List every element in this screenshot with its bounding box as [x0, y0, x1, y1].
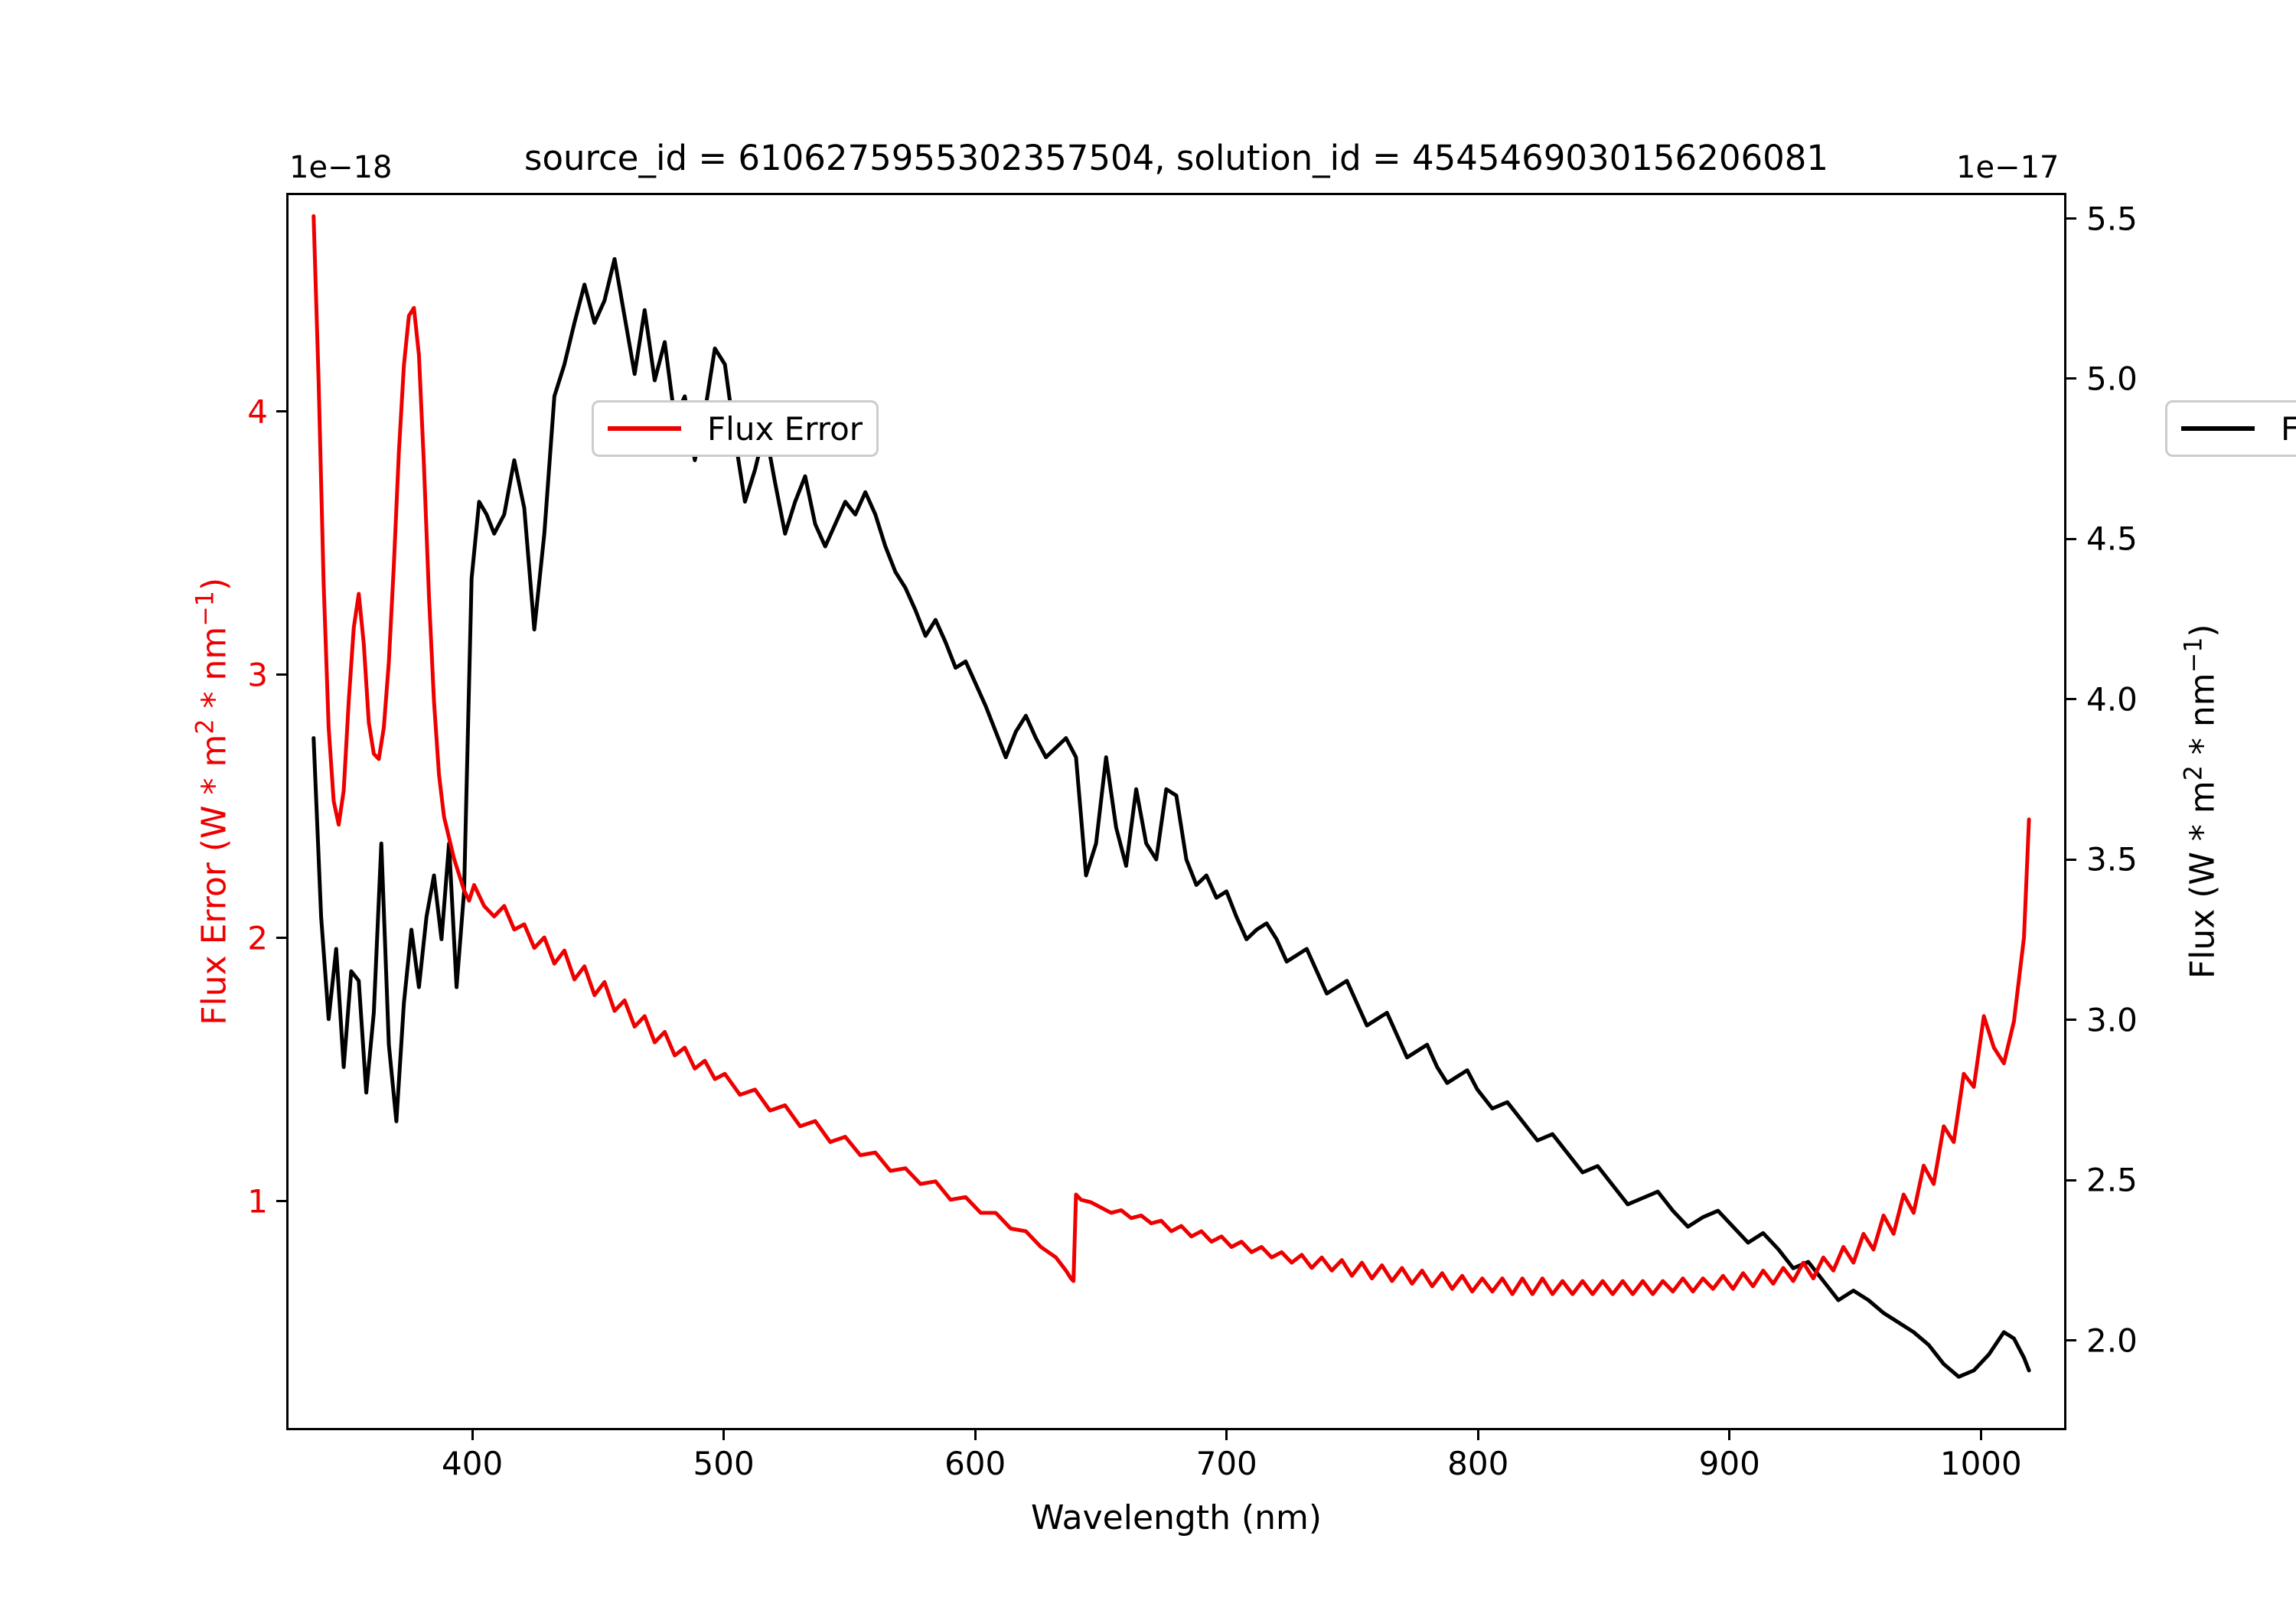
right-y-tick-label: 2.5	[2086, 1161, 2138, 1199]
right-y-tick-label: 4.0	[2086, 680, 2138, 719]
right-y-tick-label: 4.5	[2086, 520, 2138, 558]
legend-flux-error[interactable]: Flux Error	[592, 400, 879, 457]
x-tick-mark	[974, 1430, 977, 1440]
x-tick-label: 400	[442, 1445, 504, 1482]
page-title: source_id = 6106275955302357504, solutio…	[524, 138, 1828, 178]
left-y-tick-mark	[276, 937, 286, 940]
right-y-tick-mark	[2066, 1178, 2076, 1182]
right-y-tick-mark	[2066, 537, 2076, 540]
right-y-tick-mark	[2066, 1019, 2076, 1022]
x-tick-mark	[1225, 1430, 1228, 1440]
flux-line	[311, 256, 2031, 1379]
right-y-tick-mark	[2066, 698, 2076, 701]
left-y-tick-mark	[276, 1200, 286, 1203]
legend-flux[interactable]: Flux	[2165, 400, 2296, 457]
x-tick-mark	[722, 1430, 726, 1440]
x-axis-label: Wavelength (nm)	[1030, 1498, 1322, 1537]
right-y-tick-mark	[2066, 217, 2076, 220]
legend-label-flux: Flux	[2281, 409, 2296, 448]
left-y-tick-label: 2	[247, 919, 268, 957]
chart-svg	[311, 214, 2031, 1379]
legend-swatch-flux	[2181, 426, 2255, 431]
legend-swatch-flux-error	[608, 426, 681, 431]
x-tick-label: 800	[1447, 1445, 1509, 1482]
legend-label-flux-error: Flux Error	[707, 409, 863, 448]
left-y-tick-label: 3	[247, 656, 268, 694]
left-y-tick-mark	[276, 410, 286, 413]
x-tick-mark	[1476, 1430, 1479, 1440]
right-axis-offset-text: 1e−17	[1956, 150, 2060, 185]
x-tick-mark	[471, 1430, 474, 1440]
x-tick-label: 600	[944, 1445, 1006, 1482]
right-y-tick-label: 3.0	[2086, 1001, 2138, 1039]
right-y-tick-label: 3.5	[2086, 840, 2138, 878]
right-y-tick-mark	[2066, 1339, 2076, 1342]
left-y-tick-label: 1	[247, 1182, 268, 1221]
right-y-tick-mark	[2066, 377, 2076, 380]
left-y-tick-label: 4	[247, 393, 268, 431]
plot-area: Flux Error Flux	[286, 193, 2296, 1430]
left-axis-offset-text: 1e−18	[289, 150, 393, 185]
right-y-tick-label: 5.0	[2086, 360, 2138, 398]
x-tick-mark	[1979, 1430, 1982, 1440]
x-tick-label: 900	[1698, 1445, 1760, 1482]
x-tick-label: 1000	[1939, 1445, 2022, 1482]
right-y-axis-label: Flux (W * m2 * nm−1)	[2180, 624, 2223, 980]
right-y-tick-label: 5.5	[2086, 200, 2138, 237]
right-y-tick-mark	[2066, 858, 2076, 861]
x-tick-label: 700	[1195, 1445, 1257, 1482]
left-y-tick-mark	[276, 673, 286, 676]
left-y-axis-label: Flux Error (W * m2 * nm−1)	[191, 577, 234, 1025]
right-y-tick-label: 2.0	[2086, 1322, 2138, 1360]
x-tick-label: 500	[693, 1445, 755, 1482]
x-tick-mark	[1728, 1430, 1731, 1440]
flux-error-line	[311, 214, 2031, 1296]
